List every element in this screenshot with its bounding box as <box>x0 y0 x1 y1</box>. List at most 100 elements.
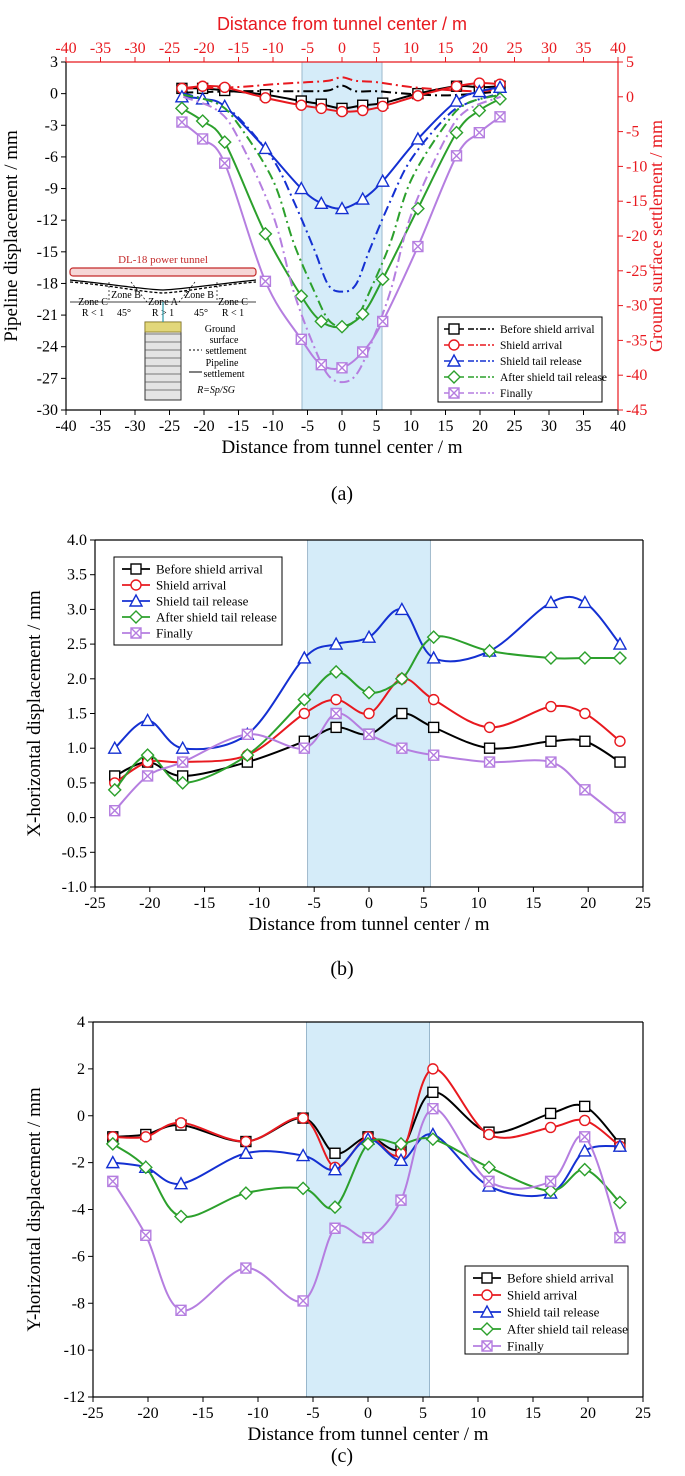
shield-machine <box>144 321 182 401</box>
data-point <box>173 1176 189 1190</box>
data-point <box>579 735 591 747</box>
x-tick-label: -25 <box>84 895 105 912</box>
x-tick-label: 0 <box>365 895 373 912</box>
x-tick-label: 20 <box>472 418 488 435</box>
legend: Before shield arrival Shield arrival Shiel… <box>437 316 607 403</box>
data-point <box>450 150 463 162</box>
y-tick-label: -8 <box>72 1295 85 1312</box>
y2-tick-label: 5 <box>626 54 634 71</box>
data-point <box>412 240 424 253</box>
legend-item: Shield arrival <box>473 1288 578 1303</box>
x-tick-label: 20 <box>580 1405 596 1422</box>
legend-marker <box>448 339 460 351</box>
x-tick-label: -10 <box>249 895 270 912</box>
legend-label: Before shield arrival <box>507 1271 614 1286</box>
data-point <box>217 135 232 150</box>
legend-item: After shield tail release <box>444 370 607 384</box>
x-tick-label: -10 <box>247 1405 268 1422</box>
data-point <box>363 728 375 741</box>
data-point <box>240 748 255 763</box>
x-tick-label: 0 <box>364 1405 372 1422</box>
data-point <box>295 333 307 346</box>
data-point <box>336 362 348 374</box>
legend-marker <box>480 1322 494 1336</box>
y2-tick-label: -35 <box>626 332 647 349</box>
legend-item: Shield tail release <box>444 353 582 368</box>
top-x-tick-label: -35 <box>90 40 111 57</box>
data-point <box>218 81 231 94</box>
y2-axis-title: Ground surface settlement / mm <box>646 120 666 352</box>
top-x-tick-label: -25 <box>159 40 180 57</box>
y-tick-label: 2 <box>77 1061 85 1078</box>
legend-label: Shield arrival <box>156 578 227 593</box>
data-point <box>483 756 496 768</box>
x-axis-title: Distance from tunnel center / m <box>221 437 462 458</box>
series-4 <box>109 707 626 824</box>
data-point <box>109 804 121 817</box>
series-4 <box>176 95 506 384</box>
data-point <box>355 307 370 322</box>
data-point <box>105 1136 120 1151</box>
data-point <box>395 1194 407 1206</box>
ground-legend-1: Ground <box>205 324 236 335</box>
data-point <box>412 90 424 102</box>
data-point <box>357 104 369 117</box>
data-point <box>544 1175 557 1188</box>
x-tick-label: -5 <box>306 1405 319 1422</box>
data-point <box>472 84 487 98</box>
legend-marker <box>481 1272 493 1284</box>
panel-label: (b) <box>330 958 353 980</box>
x-tick-label: 35 <box>576 418 592 435</box>
data-point <box>361 1136 375 1151</box>
data-point <box>107 740 122 754</box>
y-tick-label: 3 <box>50 54 58 71</box>
data-point <box>472 103 487 118</box>
data-point <box>545 735 557 747</box>
legend-label: Shield tail release <box>500 356 582 368</box>
y2-tick-label: -45 <box>626 402 647 419</box>
data-point <box>543 594 559 609</box>
tunnel-label: DL-18 power tunnel <box>118 254 208 266</box>
data-point <box>138 1160 153 1175</box>
y-tick-label: -6 <box>45 149 58 166</box>
x-tick-label: -20 <box>137 1405 158 1422</box>
data-point <box>612 636 628 650</box>
data-point <box>295 99 307 111</box>
data-point <box>612 1195 627 1210</box>
data-point <box>427 1103 439 1115</box>
y2-tick-label: -40 <box>626 367 647 384</box>
legend-item: Finally <box>444 387 533 400</box>
top-x-tick-label: -5 <box>301 40 314 57</box>
x-tick-label: 25 <box>507 418 523 435</box>
data-point <box>328 1200 342 1215</box>
legend-item: Finally <box>122 626 193 641</box>
pipeline-settlement-curve <box>69 279 257 291</box>
x-tick-label: 20 <box>580 895 596 912</box>
data-point <box>577 594 593 609</box>
data-point <box>362 1231 374 1244</box>
data-point <box>612 1138 628 1152</box>
data-point <box>140 712 155 727</box>
data-point <box>394 601 410 616</box>
data-point <box>544 1107 557 1120</box>
legend-marker <box>128 593 144 607</box>
data-point <box>545 700 557 713</box>
data-point <box>297 1295 309 1307</box>
top-x-tick-label: -10 <box>262 40 283 57</box>
data-point <box>314 314 329 329</box>
data-point <box>577 1162 592 1177</box>
series-2 <box>174 79 508 293</box>
data-point <box>473 126 486 139</box>
data-point <box>107 1175 119 1188</box>
legend-item: Shield arrival <box>444 339 562 352</box>
legend-marker <box>129 610 143 624</box>
y-tick-label: 0 <box>50 86 58 103</box>
y-tick-label: 2.0 <box>67 671 87 688</box>
y-tick-label: 0.5 <box>67 775 87 792</box>
y-tick-label: 0 <box>77 1108 85 1125</box>
y-tick-label: 1.0 <box>67 740 87 757</box>
legend-marker <box>130 579 142 591</box>
y-tick-label: -10 <box>64 1342 85 1359</box>
data-point <box>362 685 376 700</box>
